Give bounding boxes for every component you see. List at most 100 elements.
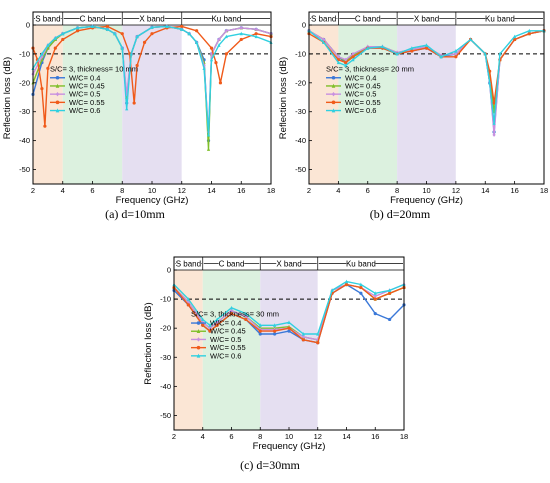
band-label: C band [355, 15, 381, 24]
data-point [244, 311, 248, 316]
data-point [61, 31, 65, 36]
band-label: Ku band [485, 15, 515, 24]
data-point [388, 288, 392, 292]
band-region [260, 270, 318, 430]
band-region [122, 25, 182, 184]
x-tick-label: 4 [61, 186, 65, 195]
legend-label: W/C= 0.5 [345, 90, 376, 99]
data-point [120, 46, 124, 50]
data-point [468, 37, 473, 42]
data-point [239, 25, 243, 30]
data-point [488, 69, 492, 73]
data-point [129, 51, 133, 56]
x-tick-label: 10 [422, 186, 430, 195]
legend-label: W/C= 0.55 [345, 98, 381, 107]
data-point [351, 55, 355, 59]
y-tick-label: -10 [295, 49, 306, 58]
y-tick-label: -50 [295, 165, 306, 174]
data-point [229, 308, 234, 313]
legend-marker [331, 83, 336, 88]
series-line [173, 280, 405, 335]
data-point [76, 29, 80, 33]
x-tick-label: 14 [207, 186, 215, 195]
y-tick-label: -40 [19, 136, 30, 145]
data-point [239, 31, 243, 36]
data-point [359, 285, 363, 290]
y-tick-label: -50 [160, 411, 171, 420]
data-point [373, 312, 377, 316]
y-axis-label: Reflection loss (dB) [143, 302, 154, 384]
data-point [120, 32, 124, 36]
legend-label: W/C= 0.55 [210, 343, 246, 352]
data-point [224, 34, 228, 39]
data-point [410, 46, 414, 50]
x-tick-label: 4 [336, 186, 340, 195]
band-region [309, 25, 339, 184]
data-point [344, 279, 349, 284]
data-point [201, 317, 205, 322]
data-point [202, 66, 206, 70]
y-tick-label: -30 [19, 107, 30, 116]
data-point [527, 28, 531, 33]
band-region [62, 25, 123, 184]
legend-label: W/C= 0.4 [345, 73, 376, 82]
data-point [254, 27, 258, 32]
data-point [410, 49, 414, 53]
x-tick-label: 6 [229, 432, 233, 441]
data-point [454, 55, 458, 59]
x-tick-label: 14 [481, 186, 489, 195]
data-point [344, 63, 348, 68]
data-point [135, 63, 139, 68]
data-point [322, 40, 326, 44]
band-region [181, 25, 271, 184]
legend-label: W/C= 0.6 [345, 106, 376, 115]
data-point [201, 323, 205, 327]
band-label: X band [414, 15, 439, 24]
data-point [61, 37, 65, 42]
data-point [454, 49, 458, 53]
y-tick-label: -40 [295, 136, 306, 145]
data-point [206, 132, 211, 137]
y-tick-label: 0 [26, 21, 30, 30]
data-point [373, 291, 377, 295]
legend-label: W/C= 0.6 [210, 351, 241, 360]
x-tick-label: 4 [201, 432, 205, 441]
legend-marker [55, 91, 60, 97]
data-point [186, 303, 190, 307]
band-label: S band [311, 15, 336, 24]
legend-marker [196, 321, 201, 325]
data-point [351, 57, 355, 62]
data-point [180, 24, 184, 29]
band-label: Ku band [346, 260, 376, 269]
data-point [395, 51, 399, 56]
data-point [215, 323, 219, 327]
data-point [301, 332, 305, 336]
data-point [180, 27, 184, 31]
data-point [217, 37, 221, 42]
data-point [195, 29, 199, 33]
data-point [287, 329, 291, 333]
data-point [186, 297, 190, 301]
data-point [208, 326, 212, 331]
band-region [317, 270, 404, 430]
legend-marker [331, 91, 336, 97]
series-line [308, 30, 544, 125]
data-point [380, 44, 385, 49]
data-point [43, 124, 47, 128]
x-tick-label: 2 [307, 186, 311, 195]
legend-marker [55, 108, 60, 113]
x-tick-label: 2 [31, 186, 35, 195]
series-line [32, 25, 272, 136]
data-point [209, 57, 214, 62]
data-point [76, 25, 80, 30]
band-label: C band [80, 15, 106, 24]
data-point [105, 27, 109, 31]
data-point [492, 121, 496, 125]
x-axis-label: Frequency (GHz) [253, 441, 326, 452]
band-label: X band [139, 15, 164, 24]
data-point [254, 34, 258, 39]
legend-label: W/C= 0.4 [69, 73, 100, 82]
band-region [174, 270, 203, 430]
legend-label: W/C= 0.4 [210, 319, 241, 328]
series-line [32, 25, 272, 127]
